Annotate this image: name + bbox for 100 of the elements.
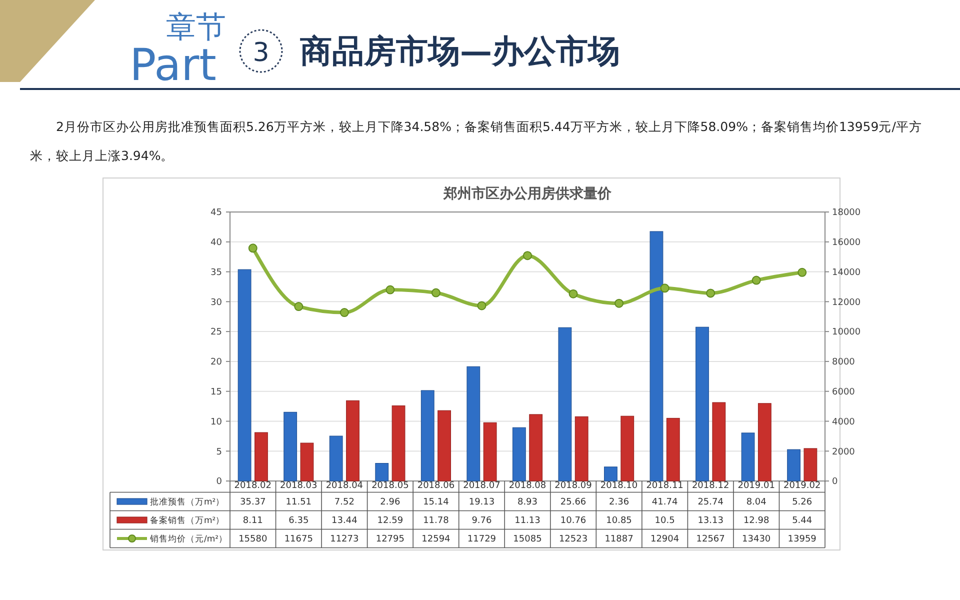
bar bbox=[329, 436, 343, 482]
y2-tick-label: 0 bbox=[832, 477, 838, 488]
point bbox=[706, 288, 716, 298]
y2-tick-label: 12000 bbox=[832, 298, 861, 308]
x-tick-label: 2019.01 bbox=[738, 481, 775, 491]
data-label: 11.51 bbox=[286, 498, 312, 508]
legend-label: 销售均价（元/m²） bbox=[149, 533, 228, 544]
data-label: 12.59 bbox=[377, 516, 404, 526]
x-tick-label: 2018.06 bbox=[417, 481, 455, 491]
data-label: 5.26 bbox=[792, 498, 812, 508]
y2-tick-label: 6000 bbox=[832, 387, 856, 398]
bar bbox=[512, 427, 526, 482]
x-tick-label: 2018.12 bbox=[692, 481, 730, 491]
bar bbox=[438, 410, 451, 482]
bar bbox=[604, 466, 618, 482]
x-tick-label: 2018.04 bbox=[326, 481, 364, 491]
data-label: 12594 bbox=[422, 534, 451, 545]
point bbox=[660, 284, 670, 293]
y2-tick-label: 14000 bbox=[832, 268, 861, 278]
x-tick-label: 2018.05 bbox=[372, 481, 409, 491]
data-label: 41.74 bbox=[652, 498, 678, 508]
data-label: 11.13 bbox=[514, 516, 540, 526]
data-label: 12.98 bbox=[743, 516, 770, 526]
data-label: 10.5 bbox=[654, 516, 675, 526]
y-tick-label: 40 bbox=[210, 238, 222, 248]
y2-tick-label: 16000 bbox=[832, 238, 861, 248]
x-tick-label: 2018.07 bbox=[463, 481, 500, 491]
bar bbox=[238, 269, 252, 482]
data-label: 9.76 bbox=[472, 516, 492, 526]
data-label: 15580 bbox=[238, 534, 268, 545]
data-label: 35.37 bbox=[240, 498, 266, 508]
data-label: 2.36 bbox=[609, 498, 630, 508]
data-label: 15085 bbox=[513, 534, 542, 545]
data-label: 11.78 bbox=[423, 516, 450, 526]
y-tick-label: 10 bbox=[210, 417, 222, 428]
y-tick-label: 20 bbox=[210, 358, 222, 368]
data-label: 12523 bbox=[558, 534, 588, 545]
data-label: 12567 bbox=[696, 534, 725, 545]
point bbox=[431, 288, 440, 298]
legend-label: 批准预售（万m²） bbox=[150, 496, 225, 508]
y2-tick-label: 10000 bbox=[832, 328, 861, 338]
data-label: 11675 bbox=[284, 534, 313, 545]
data-label: 11273 bbox=[330, 534, 359, 545]
bar bbox=[758, 403, 772, 482]
bar bbox=[466, 366, 480, 482]
x-tick-label: 2018.03 bbox=[280, 481, 318, 491]
chart-title: 郑州市区办公用房供求量价 bbox=[442, 185, 612, 202]
data-label: 12795 bbox=[376, 534, 405, 545]
y-tick-label: 30 bbox=[210, 298, 222, 308]
data-label: 8.04 bbox=[746, 498, 767, 508]
point bbox=[614, 298, 624, 308]
y2-tick-label: 8000 bbox=[832, 358, 856, 368]
data-label: 8.11 bbox=[242, 516, 263, 526]
bar bbox=[529, 414, 543, 482]
x-tick-label: 2018.02 bbox=[234, 481, 272, 491]
x-tick-label: 2019.02 bbox=[784, 481, 821, 491]
legend-label: 备案销售（万m²） bbox=[150, 514, 225, 526]
bar bbox=[787, 449, 800, 482]
bar bbox=[284, 412, 298, 482]
text: 2月份市区办公用房批准预售面积5.26万平方米，较上月下降34.58%；备案销售面积5.44万平方米，较上月下降58.09%；备案销售均价13959元/平方米，较上月上涨3.94%。 bbox=[30, 118, 923, 165]
data-label: 13.44 bbox=[332, 516, 358, 526]
point bbox=[248, 244, 258, 253]
data-label: 15.14 bbox=[423, 498, 450, 508]
x-tick-label: 2018.09 bbox=[554, 481, 592, 491]
data-label: 19.13 bbox=[468, 498, 495, 508]
y-tick-label: 5 bbox=[216, 447, 222, 458]
bar bbox=[574, 416, 588, 482]
data-label: 10.85 bbox=[606, 516, 632, 526]
x-tick-label: 2018.10 bbox=[600, 481, 638, 491]
bar bbox=[483, 422, 497, 482]
data-label: 2.96 bbox=[380, 498, 400, 508]
data-label: 25.66 bbox=[560, 498, 586, 508]
bar bbox=[650, 231, 664, 482]
text: 商品房市场—办公市场 bbox=[300, 32, 620, 70]
text: 3 bbox=[252, 38, 270, 68]
point bbox=[523, 251, 532, 260]
y-tick-label: 35 bbox=[210, 268, 222, 278]
bar bbox=[804, 448, 818, 482]
bar bbox=[300, 442, 314, 482]
bar bbox=[666, 418, 680, 482]
bar bbox=[346, 400, 360, 482]
x-tick-label: 2018.08 bbox=[508, 481, 546, 491]
y2-tick-label: 18000 bbox=[832, 208, 861, 218]
point bbox=[294, 302, 304, 312]
y2-tick-label: 4000 bbox=[832, 417, 856, 428]
data-label: 13.13 bbox=[698, 516, 724, 526]
data-label: 10.76 bbox=[560, 516, 586, 526]
data-label: 13959 bbox=[788, 534, 817, 545]
point bbox=[798, 268, 807, 277]
data-label: 13430 bbox=[742, 534, 771, 545]
data-label: 7.52 bbox=[334, 498, 354, 508]
bar bbox=[558, 327, 572, 482]
point bbox=[386, 285, 395, 294]
bar bbox=[712, 402, 726, 482]
point bbox=[752, 276, 761, 285]
point bbox=[340, 308, 349, 318]
point bbox=[477, 301, 486, 310]
bar bbox=[420, 390, 434, 482]
bar bbox=[392, 405, 406, 482]
x-tick-label: 2018.11 bbox=[646, 481, 684, 491]
